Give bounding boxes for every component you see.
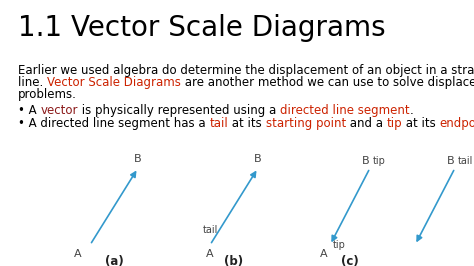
Text: at its: at its (402, 117, 440, 130)
Text: A: A (320, 249, 328, 259)
Text: • A directed line segment has a: • A directed line segment has a (18, 117, 210, 130)
Text: • A: • A (18, 104, 40, 117)
Text: tip: tip (373, 156, 386, 166)
Text: is physically represented using a: is physically represented using a (78, 104, 280, 117)
Text: tail: tail (458, 156, 474, 166)
Text: B: B (254, 154, 262, 164)
Text: 1.1 Vector Scale Diagrams: 1.1 Vector Scale Diagrams (18, 14, 386, 42)
Text: tail: tail (210, 117, 228, 130)
Text: and a: and a (346, 117, 387, 130)
Text: A: A (206, 249, 214, 259)
Text: tip: tip (333, 240, 346, 250)
Text: (a): (a) (105, 255, 123, 266)
Text: tip: tip (387, 117, 402, 130)
Text: .: . (410, 104, 413, 117)
Text: endpoint: endpoint (440, 117, 474, 130)
Text: B: B (134, 154, 142, 164)
Text: starting point: starting point (265, 117, 346, 130)
Text: (c): (c) (341, 255, 359, 266)
Text: are another method we can use to solve displacement: are another method we can use to solve d… (181, 76, 474, 89)
Text: line.: line. (18, 76, 47, 89)
Text: directed line segment: directed line segment (280, 104, 410, 117)
Text: vector: vector (40, 104, 78, 117)
Text: A: A (74, 249, 82, 259)
Text: tail: tail (202, 225, 218, 235)
Text: (b): (b) (224, 255, 244, 266)
Text: Earlier we used algebra do determine the displacement of an object in a straight: Earlier we used algebra do determine the… (18, 64, 474, 77)
Text: problems.: problems. (18, 88, 77, 101)
Text: Vector Scale Diagrams: Vector Scale Diagrams (47, 76, 181, 89)
Text: B: B (447, 156, 455, 166)
Text: B: B (363, 156, 370, 166)
Text: at its: at its (228, 117, 265, 130)
